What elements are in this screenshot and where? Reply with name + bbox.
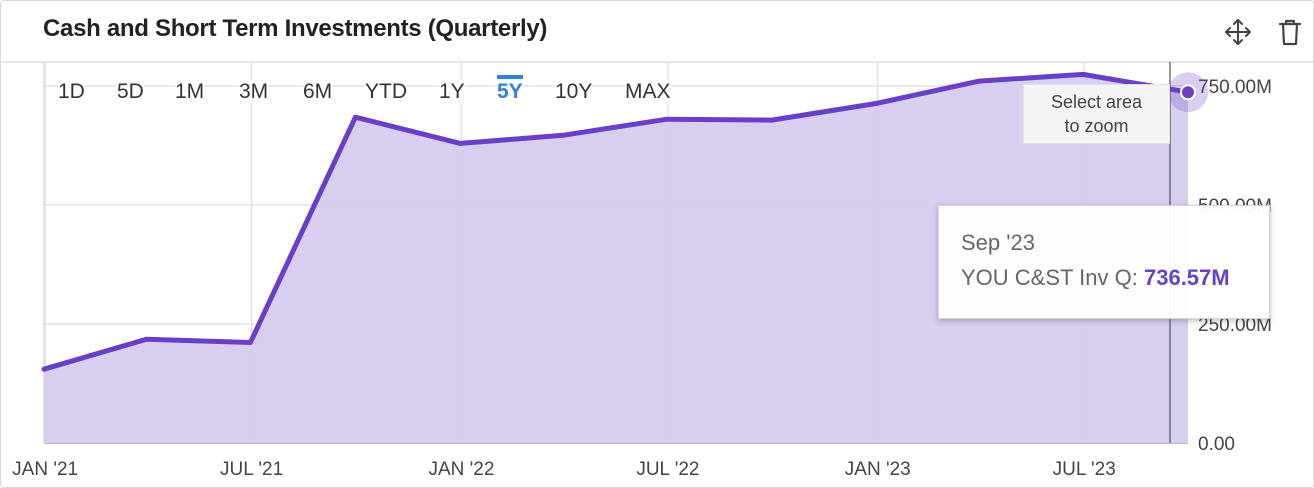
y-tick-label: 0.00 [1198, 434, 1235, 455]
range-button-max[interactable]: MAX [625, 80, 671, 104]
range-button-ytd[interactable]: YTD [365, 80, 407, 104]
zoom-hint-line1: Select area [1050, 92, 1143, 112]
x-tick-label: JAN '23 [845, 459, 911, 480]
hover-point[interactable] [1180, 84, 1196, 101]
y-tick-label: 750.00M [1198, 77, 1272, 98]
series-line [41, 71, 1191, 372]
tooltip-date: Sep '23 [961, 230, 1035, 255]
range-button-5y[interactable]: 5Y [497, 75, 523, 104]
x-tick-label: JUL '22 [636, 459, 699, 480]
y-tick-label: 250.00M [1198, 315, 1272, 336]
x-tick-label: JUL '23 [1053, 459, 1116, 480]
trash-icon[interactable] [1275, 17, 1305, 47]
x-tick-label: JAN '21 [12, 459, 78, 480]
series-area [44, 74, 1188, 444]
x-tick-label: JAN '22 [428, 459, 494, 480]
range-button-1m[interactable]: 1M [175, 80, 205, 104]
tooltip-series-line: YOU C&ST Inv Q: 736.57M [961, 265, 1230, 291]
data-tooltip: Sep '23 YOU C&ST Inv Q: 736.57M [938, 205, 1270, 319]
range-button-1d[interactable]: 1D [58, 80, 85, 104]
range-button-1y[interactable]: 1Y [439, 80, 465, 104]
range-button-5d[interactable]: 5D [117, 80, 144, 104]
x-tick-label: JUL '21 [220, 459, 283, 480]
zoom-hint-line2: to zoom [1064, 116, 1129, 136]
range-button-10y[interactable]: 10Y [555, 80, 593, 104]
chart-title: Cash and Short Term Investments (Quarter… [43, 15, 548, 42]
zoom-hint: Select area to zoom [1023, 84, 1170, 144]
range-selected-indicator [497, 75, 523, 79]
tooltip-value: 736.57M [1143, 265, 1230, 290]
tooltip-series-label: YOU C&ST Inv Q: [961, 265, 1138, 290]
range-button-6m[interactable]: 6M [303, 80, 333, 104]
x-axis-ticks: JAN '21 JUL '21 JAN '22 JUL '22 JAN '23 JUL '… [12, 459, 1116, 480]
card-header: Cash and Short Term Investments (Quarter… [1, 1, 1313, 63]
range-button-3m[interactable]: 3M [239, 80, 269, 104]
move-arrows-icon[interactable] [1223, 17, 1253, 47]
